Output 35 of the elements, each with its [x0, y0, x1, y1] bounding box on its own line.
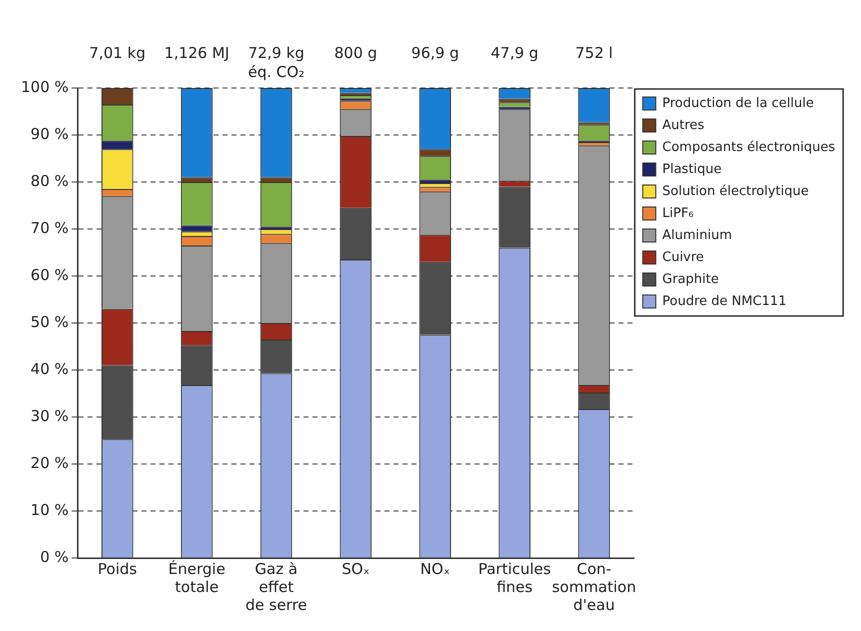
- legend-label: Production de la cellule: [662, 96, 814, 111]
- x-tick-label: Poids: [98, 560, 138, 578]
- legend-label: Graphite: [662, 272, 719, 287]
- x-tick-label: Énergie totale: [168, 560, 226, 596]
- x-tick-label: Particules fines: [478, 560, 552, 596]
- text: 72,9 kg éq. CO₂: [248, 44, 305, 81]
- legend-label: Poudre de NMC111: [662, 294, 786, 309]
- text: 752 l: [575, 44, 613, 62]
- text: 800 g: [334, 44, 378, 62]
- y-tick-label: 80 %: [30, 172, 69, 190]
- y-tick-label: 10 %: [30, 500, 69, 519]
- y-tick-label: 50 %: [30, 312, 69, 331]
- text: 96,9 g: [411, 44, 459, 62]
- legend-label: Autres: [662, 118, 705, 133]
- y-tick-label: 20 %: [30, 454, 69, 472]
- y-tick-label: 70 %: [30, 218, 69, 237]
- legend-label: Composants électroniques: [662, 140, 836, 155]
- text: 1,126 MJ: [164, 44, 230, 62]
- x-tick-label: Gaz à effet de serre: [245, 560, 308, 614]
- x-tick-label: NOₓ: [420, 560, 450, 578]
- y-tick-label: 90 %: [30, 124, 69, 143]
- text: 47,9 g: [490, 44, 538, 62]
- legend-label: Cuivre: [662, 250, 704, 265]
- x-tick-label: SOₓ: [342, 560, 370, 578]
- y-tick-label: 60 %: [30, 266, 69, 284]
- y-tick-label: 100 %: [20, 78, 69, 96]
- legend-label: Solution électrolytique: [662, 184, 809, 199]
- text: 7,01 kg: [89, 44, 146, 62]
- y-tick-label: 40 %: [30, 360, 69, 378]
- y-tick-label: 30 %: [30, 406, 69, 425]
- legend-label: Plastique: [662, 162, 722, 177]
- legend-label: Aluminium: [662, 228, 732, 243]
- y-tick-label: 0 %: [40, 548, 69, 566]
- x-tick-label: Con- sommation d'eau: [552, 560, 636, 614]
- legend-label: LiPF₆: [662, 206, 694, 221]
